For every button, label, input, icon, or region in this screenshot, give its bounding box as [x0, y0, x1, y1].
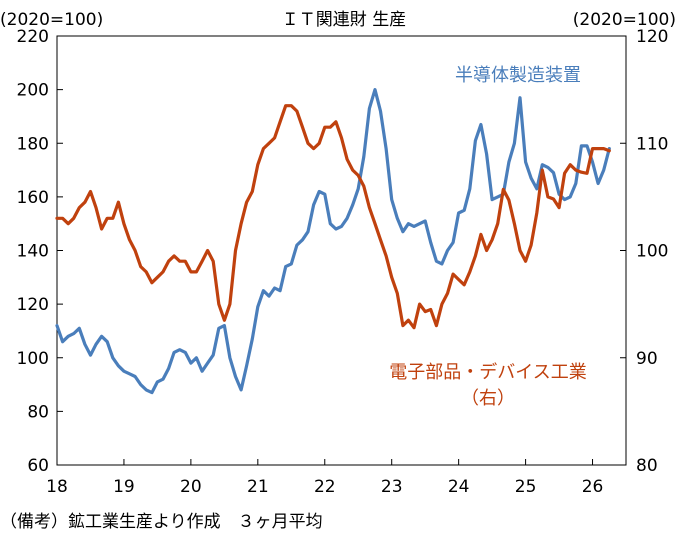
x-tick-label: 22: [314, 477, 336, 497]
series-line-semiconductor-equipment: [55, 87, 611, 395]
left-tick-label: 160: [17, 188, 49, 208]
axes: [56, 35, 627, 466]
x-tick-label: 19: [113, 477, 135, 497]
x-tick-label: 20: [180, 477, 202, 497]
x-tick-label: 24: [448, 477, 470, 497]
right-axis-ticks: 80 90 100 110 120: [620, 27, 668, 476]
left-tick-label: 220: [17, 27, 49, 47]
left-tick-label: 100: [17, 349, 49, 369]
left-tick-label: 60: [27, 456, 49, 476]
x-tick-label: 23: [381, 477, 403, 497]
left-tick-label: 120: [17, 295, 49, 315]
right-axis-unit: (2020=100): [573, 10, 676, 30]
x-tick-label: 26: [582, 477, 604, 497]
series-line-electronic-parts: [55, 104, 611, 330]
left-tick-label: 180: [17, 134, 49, 154]
series-label-electronic-parts-axis-note: （右）: [461, 388, 515, 409]
left-axis-unit: (2020=100): [0, 10, 103, 30]
right-tick-label: 80: [636, 456, 658, 476]
left-tick-label: 80: [27, 402, 49, 422]
left-tick-label: 200: [17, 81, 49, 101]
x-tick-label: 25: [515, 477, 537, 497]
right-tick-label: 100: [636, 242, 668, 262]
right-tick-label: 90: [636, 349, 658, 369]
series-label-semiconductor-equipment: 半導体製造装置: [455, 65, 581, 86]
x-tick-label: 18: [46, 477, 68, 497]
x-axis-ticks: 18 19 20 21 22 23 24 25 26: [46, 459, 603, 497]
right-tick-label: 120: [636, 27, 668, 47]
footnote: （備考）鉱工業生産より作成 ３ヶ月平均: [0, 512, 323, 532]
series-label-electronic-parts: 電子部品・デバイス工業: [389, 362, 586, 383]
plot-area-frame: [56, 35, 627, 466]
chart-title: ＩＴ関連財 生産: [282, 10, 406, 30]
series-layer: [55, 87, 611, 395]
left-axis-ticks: 60 80 100 120 140 160 180 200 220: [17, 27, 63, 476]
x-tick-label: 21: [247, 477, 269, 497]
left-tick-label: 140: [17, 242, 49, 262]
right-tick-label: 110: [636, 134, 668, 154]
